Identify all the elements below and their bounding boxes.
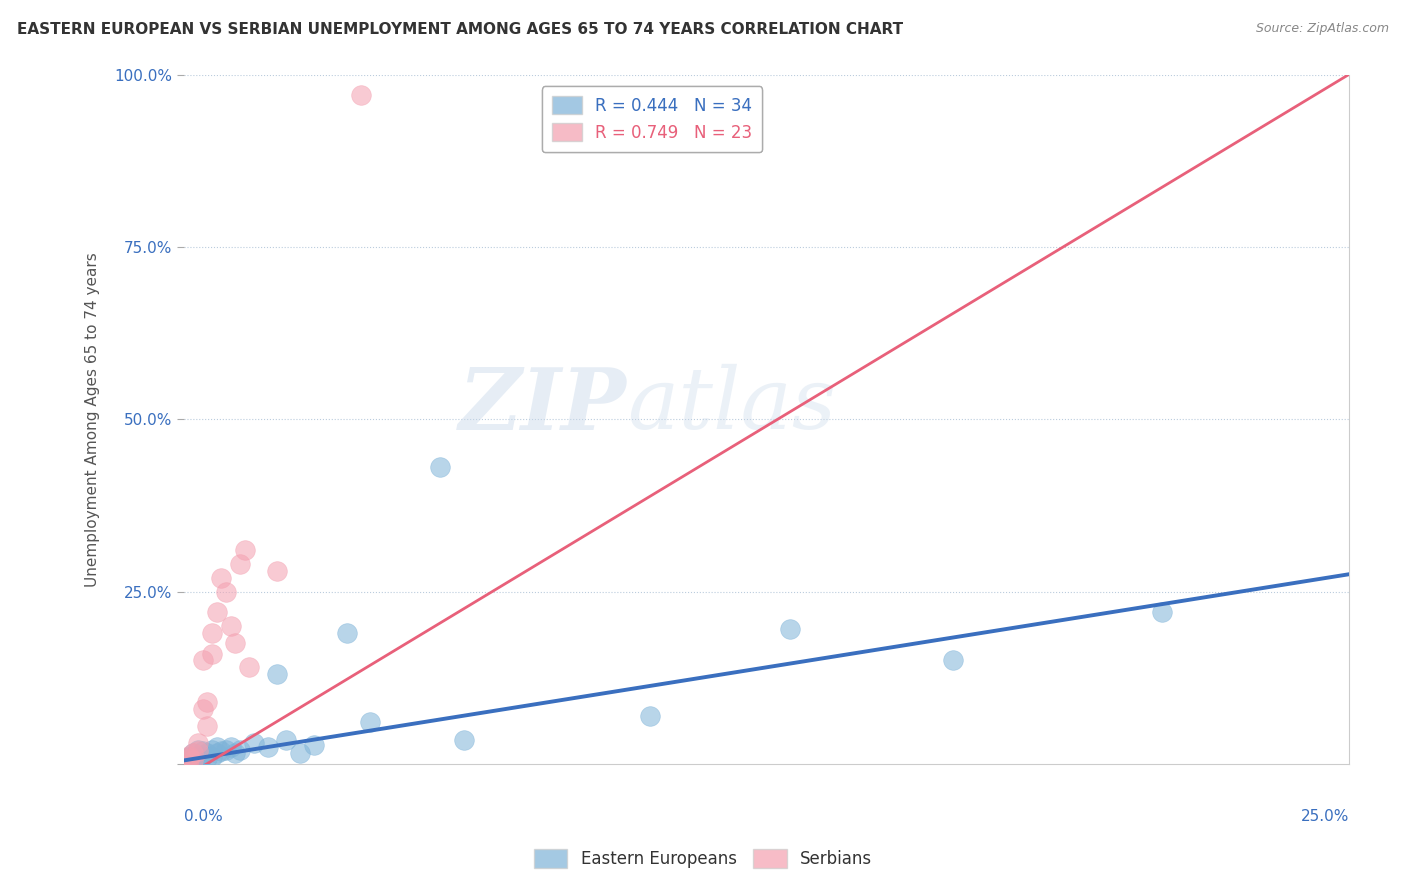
Text: 0.0%: 0.0% <box>184 809 222 823</box>
Point <box>453 732 475 747</box>
Point <box>266 564 288 578</box>
Point <box>177 750 200 764</box>
Point <box>209 571 232 585</box>
Point <box>177 751 200 765</box>
Point <box>195 751 218 765</box>
Point <box>201 625 224 640</box>
Point <box>233 543 256 558</box>
Point <box>336 625 359 640</box>
Point <box>201 647 224 661</box>
Point <box>429 460 451 475</box>
Text: Source: ZipAtlas.com: Source: ZipAtlas.com <box>1256 22 1389 36</box>
Legend: R = 0.444   N = 34, R = 0.749   N = 23: R = 0.444 N = 34, R = 0.749 N = 23 <box>541 87 762 152</box>
Point <box>191 701 214 715</box>
Point <box>209 744 232 758</box>
Point <box>219 739 242 754</box>
Point <box>350 88 373 103</box>
Point <box>187 743 209 757</box>
Point <box>1152 605 1174 619</box>
Point <box>181 753 204 767</box>
Y-axis label: Unemployment Among Ages 65 to 74 years: Unemployment Among Ages 65 to 74 years <box>86 252 100 587</box>
Point <box>191 744 214 758</box>
Point <box>191 653 214 667</box>
Point <box>205 739 228 754</box>
Point <box>177 753 200 767</box>
Point <box>205 747 228 761</box>
Point <box>779 623 801 637</box>
Point <box>219 619 242 633</box>
Point <box>276 732 298 747</box>
Point <box>215 584 238 599</box>
Point <box>205 605 228 619</box>
Point <box>201 750 224 764</box>
Point <box>191 748 214 763</box>
Text: 25.0%: 25.0% <box>1301 809 1348 823</box>
Point <box>181 751 204 765</box>
Point <box>195 719 218 733</box>
Point <box>177 753 200 767</box>
Point <box>215 743 238 757</box>
Point <box>243 736 266 750</box>
Point <box>304 738 326 752</box>
Point <box>638 708 661 723</box>
Point <box>229 557 252 571</box>
Point <box>187 736 209 750</box>
Text: ZIP: ZIP <box>458 364 627 447</box>
Point <box>266 667 288 681</box>
Point <box>187 744 209 758</box>
Point <box>187 753 209 767</box>
Point <box>201 743 224 757</box>
Point <box>224 747 246 761</box>
Point <box>195 747 218 761</box>
Text: atlas: atlas <box>627 364 835 447</box>
Point <box>224 636 246 650</box>
Point <box>187 750 209 764</box>
Point <box>942 653 965 667</box>
Point <box>238 660 260 674</box>
Point <box>177 748 200 763</box>
Point <box>181 747 204 761</box>
Legend: Eastern Europeans, Serbians: Eastern Europeans, Serbians <box>527 843 879 875</box>
Point <box>359 715 381 730</box>
Point <box>195 695 218 709</box>
Point <box>290 747 312 761</box>
Point <box>229 743 252 757</box>
Point <box>181 747 204 761</box>
Point <box>257 739 280 754</box>
Text: EASTERN EUROPEAN VS SERBIAN UNEMPLOYMENT AMONG AGES 65 TO 74 YEARS CORRELATION C: EASTERN EUROPEAN VS SERBIAN UNEMPLOYMENT… <box>17 22 903 37</box>
